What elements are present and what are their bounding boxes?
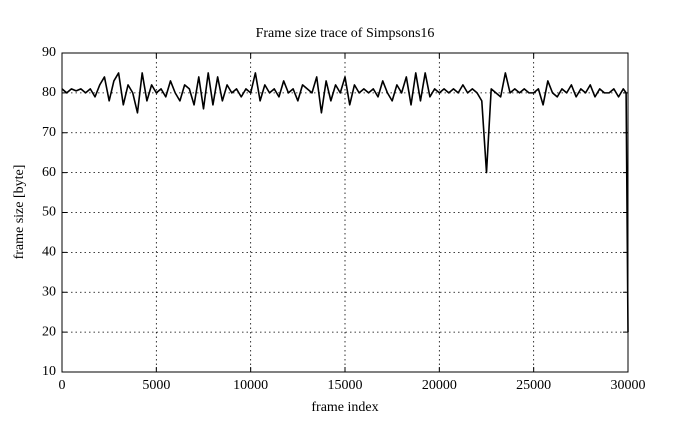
x-tick-label: 10000: [233, 378, 268, 393]
y-tick-label: 90: [42, 45, 56, 60]
y-tick-label: 50: [42, 205, 56, 220]
y-axis-label: frame size [byte]: [12, 165, 27, 260]
x-axis-label: frame index: [311, 400, 378, 415]
y-tick-label: 40: [42, 245, 56, 260]
x-tick-label: 15000: [328, 378, 363, 393]
data-line: [61, 72, 629, 333]
y-tick-label: 70: [42, 125, 56, 140]
y-tick-label: 10: [42, 364, 56, 379]
x-tick-label: 0: [59, 378, 66, 393]
x-tick-label: 30000: [611, 378, 646, 393]
chart-title: Frame size trace of Simpsons16: [256, 26, 435, 41]
y-tick-label: 80: [42, 85, 56, 100]
y-tick-label: 60: [42, 165, 56, 180]
x-tick-label: 5000: [142, 378, 170, 393]
x-tick-label: 25000: [516, 378, 551, 393]
y-tick-label: 30: [42, 284, 56, 299]
x-tick-label: 20000: [422, 378, 457, 393]
y-tick-label: 20: [42, 324, 56, 339]
